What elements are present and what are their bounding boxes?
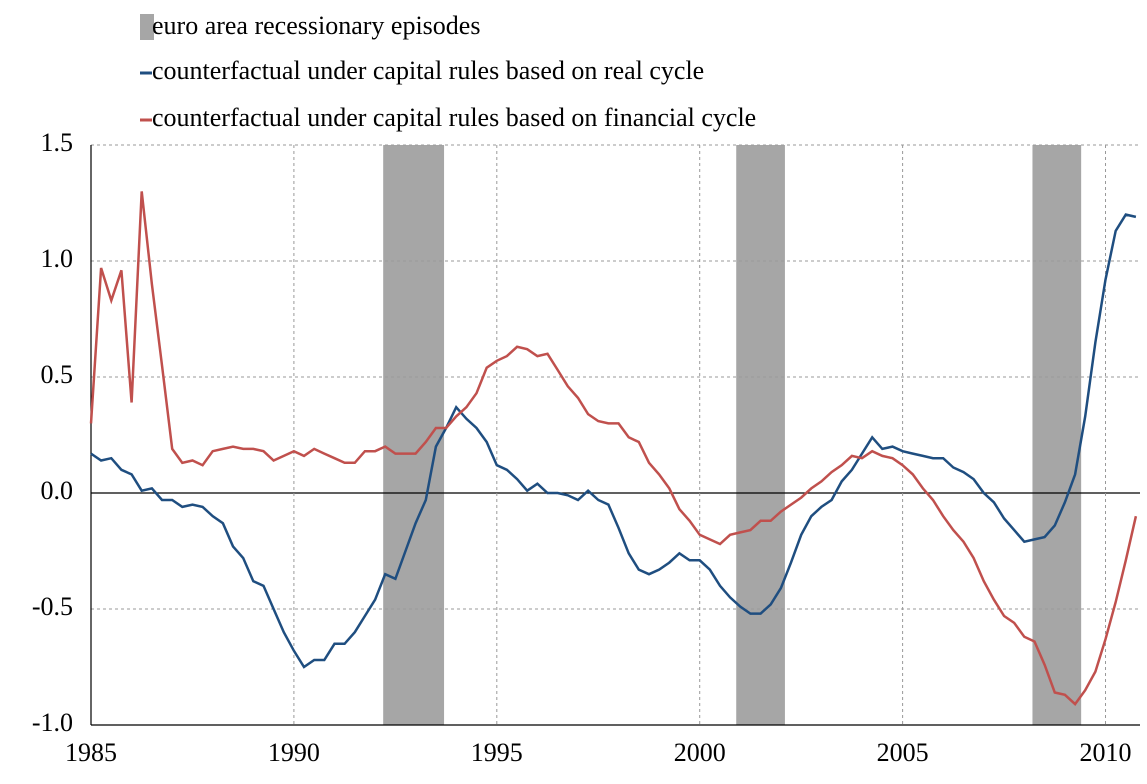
x-tick-label: 1995 bbox=[471, 738, 523, 767]
recession-band bbox=[736, 145, 785, 725]
y-tick-label: 0.5 bbox=[41, 360, 74, 389]
y-tick-label: 1.0 bbox=[41, 244, 74, 273]
series-line bbox=[89, 191, 1138, 706]
recession-band bbox=[1032, 145, 1082, 725]
y-tick-label: -1.0 bbox=[32, 708, 73, 737]
series-line bbox=[90, 213, 1137, 669]
y-tick-label: 0.0 bbox=[41, 476, 74, 505]
y-tick-label: 1.5 bbox=[41, 128, 74, 157]
legend-label: counterfactual under capital rules based… bbox=[152, 56, 704, 85]
y-tick-label: -0.5 bbox=[32, 592, 73, 621]
x-tick-label: 2000 bbox=[674, 738, 726, 767]
x-tick-label: 2010 bbox=[1080, 738, 1132, 767]
x-tick-label: 1990 bbox=[268, 738, 320, 767]
legend-label: counterfactual under capital rules based… bbox=[152, 103, 756, 132]
legend-label: euro area recessionary episodes bbox=[152, 11, 480, 40]
legend-swatch bbox=[140, 14, 154, 40]
recession-band bbox=[383, 145, 445, 725]
x-tick-label: 1985 bbox=[65, 738, 117, 767]
x-tick-label: 2005 bbox=[877, 738, 929, 767]
